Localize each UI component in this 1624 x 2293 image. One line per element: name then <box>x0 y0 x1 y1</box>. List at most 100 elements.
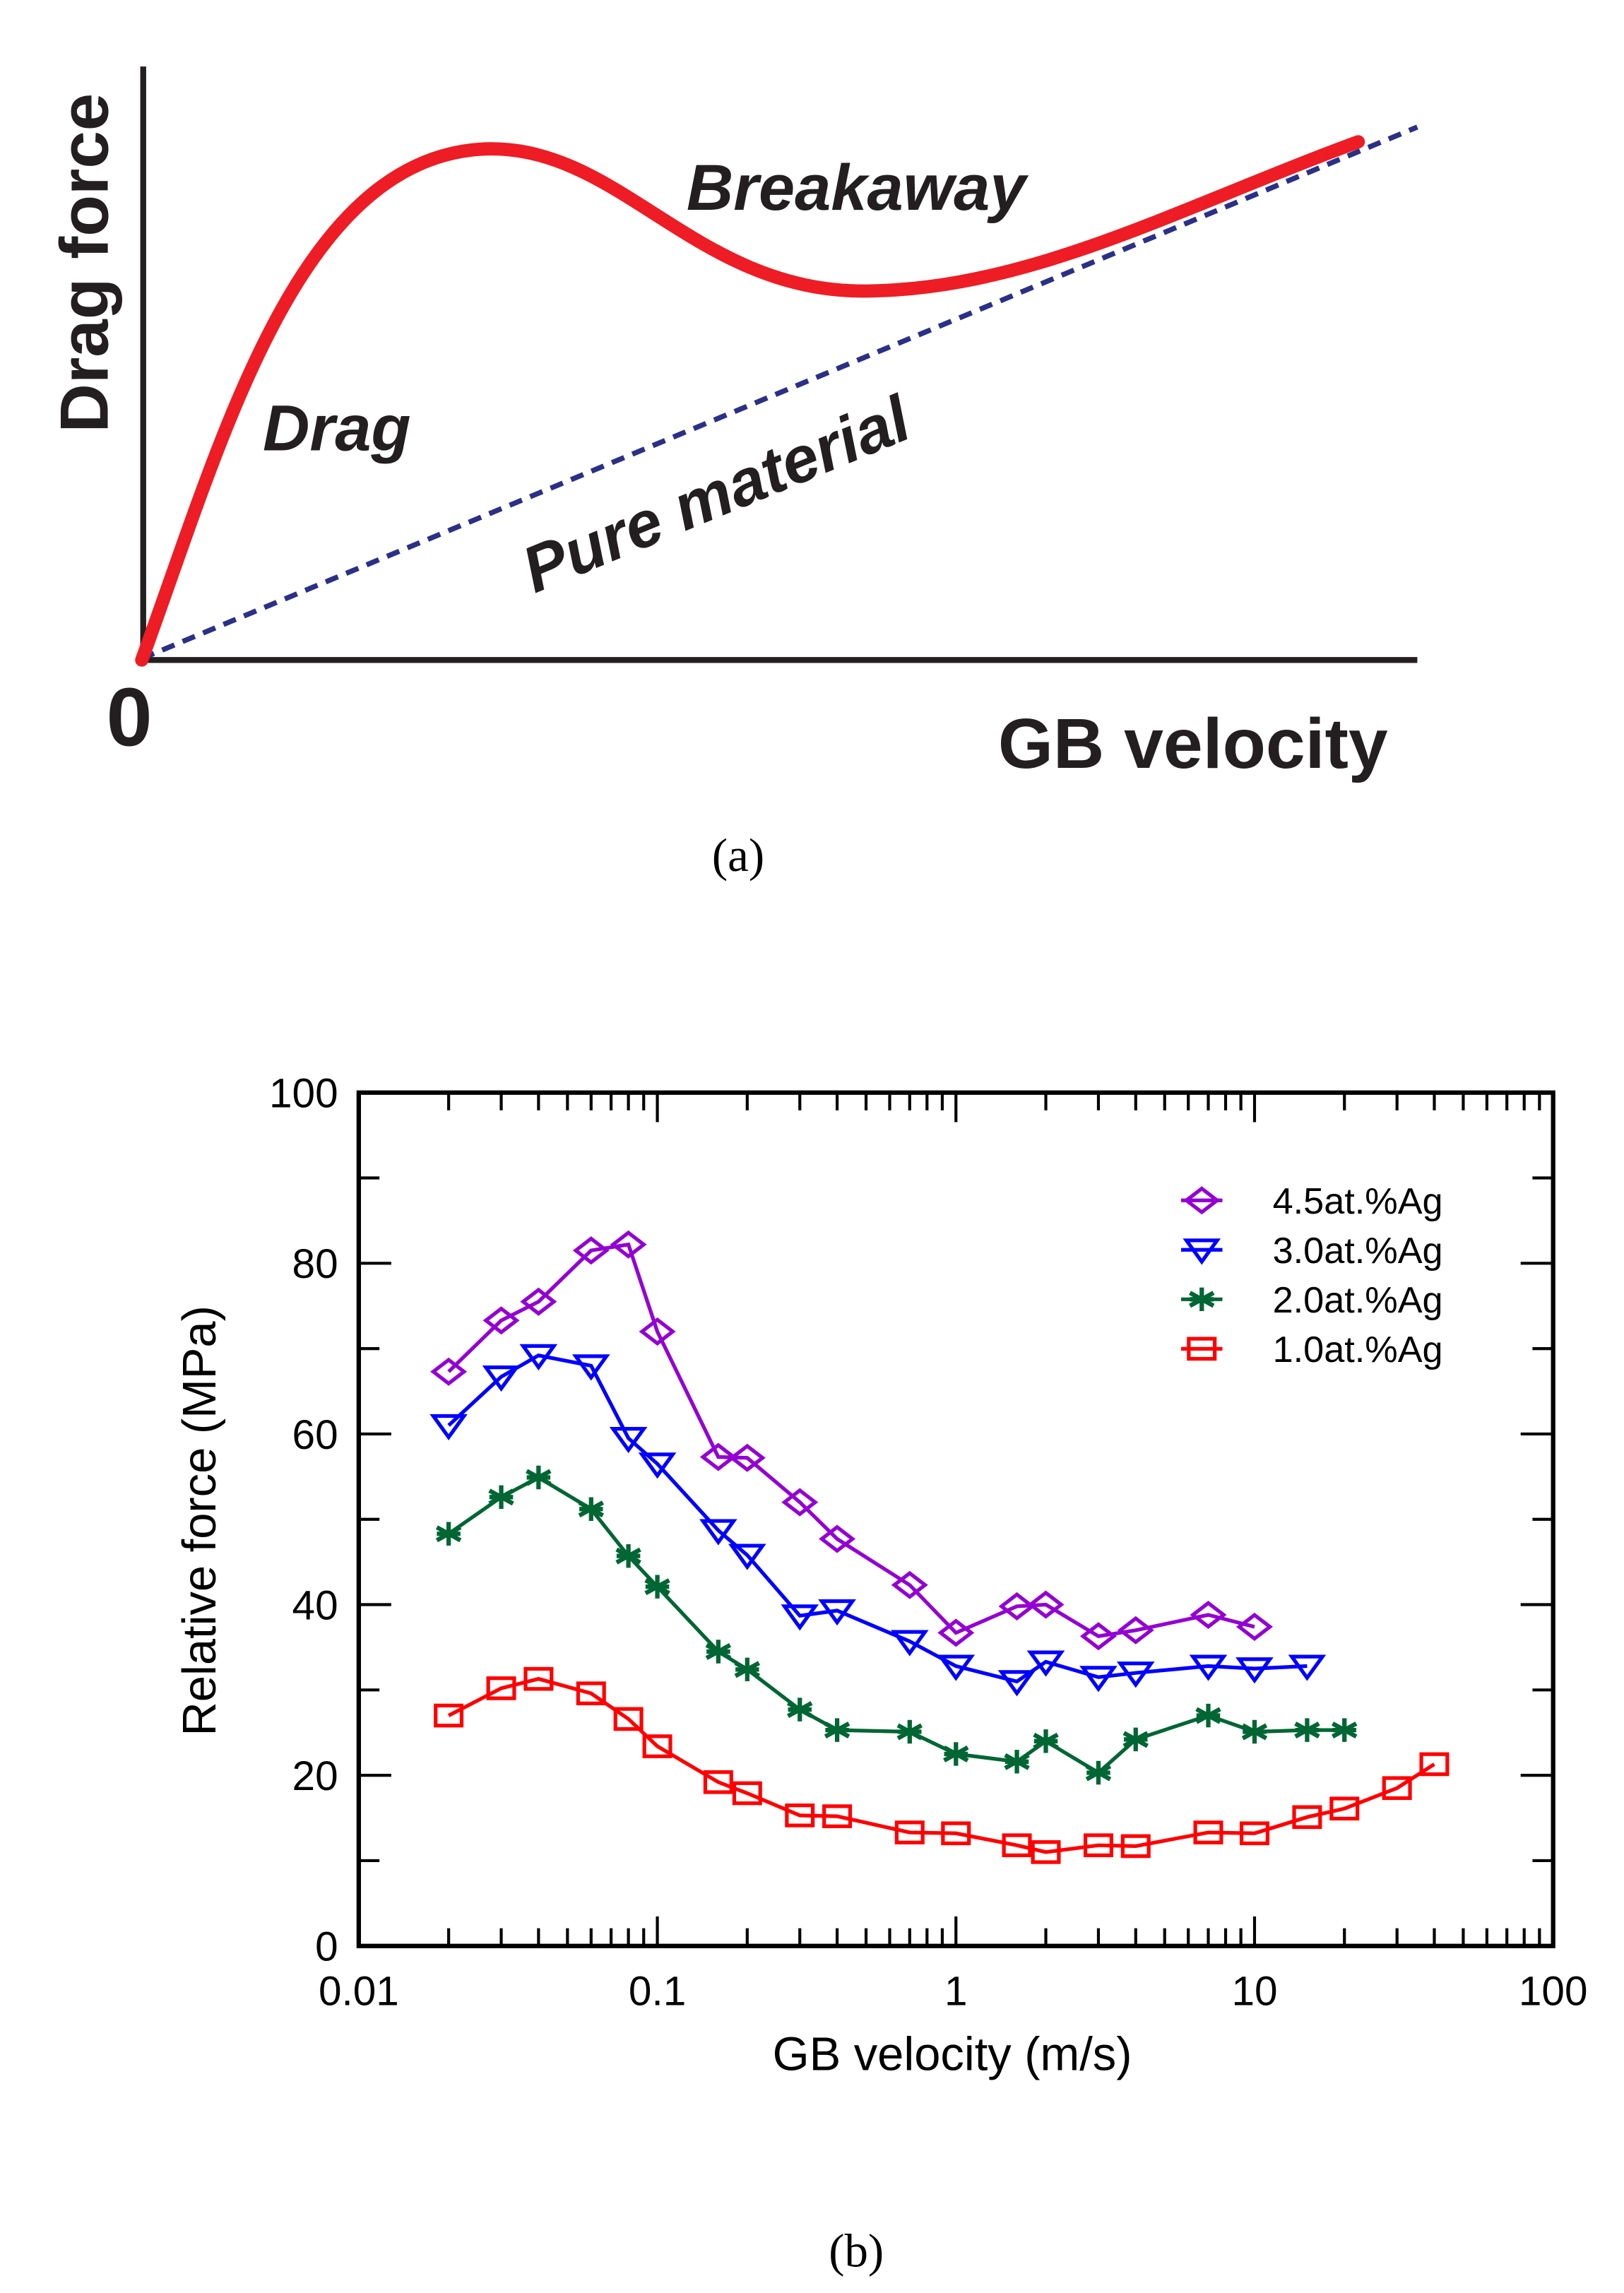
series-layer <box>429 1230 1450 1864</box>
x-tick-label: 0.01 <box>319 1968 399 2014</box>
x-axis-label: GB velocity (m/s) <box>773 2027 1132 2080</box>
triangle-marker <box>1288 1654 1327 1681</box>
asterisk-marker <box>644 1575 670 1599</box>
legend-item: 2.0at.%Ag <box>1181 1280 1443 1321</box>
asterisk-marker <box>787 1697 813 1722</box>
series-line <box>447 1676 1435 1854</box>
legend-label: 2.0at.%Ag <box>1273 1280 1443 1321</box>
asterisk-marker <box>435 1522 462 1546</box>
series-line <box>447 1475 1345 1775</box>
diamond-marker <box>520 1287 557 1316</box>
asterisk-marker <box>824 1718 850 1742</box>
origin-label: 0 <box>106 671 152 764</box>
asterisk-marker <box>896 1719 923 1744</box>
panel-a-caption: (a) <box>712 829 764 882</box>
x-tick-label: 10 <box>1231 1968 1277 2014</box>
asterisk-marker <box>1189 1287 1215 1312</box>
asterisk-marker <box>943 1742 969 1766</box>
legend-item: 4.5at.%Ag <box>1181 1181 1443 1222</box>
triangle-marker <box>519 1344 558 1370</box>
asterisk-marker <box>1241 1719 1268 1744</box>
breakaway-curve <box>135 135 1365 667</box>
asterisk-marker <box>1004 1750 1030 1774</box>
asterisk-marker <box>1085 1760 1112 1785</box>
pure-material-line <box>141 124 1418 661</box>
panel-b-caption: (b) <box>829 2224 884 2277</box>
legend-item: 1.0at.%Ag <box>1181 1329 1443 1370</box>
y-tick-label: 100 <box>269 1071 338 1117</box>
triangle-marker <box>781 1604 819 1631</box>
square-marker <box>1239 1821 1269 1846</box>
square-marker <box>1329 1796 1360 1821</box>
series-line <box>447 1353 1308 1684</box>
square-marker <box>1382 1776 1412 1801</box>
legend: 4.5at.%Ag 3.0at.%Ag 2.0at.%Ag 1.0at.%Ag <box>1181 1181 1443 1370</box>
square-marker <box>613 1707 644 1731</box>
diamond-marker <box>891 1570 928 1599</box>
square-marker <box>1419 1752 1450 1777</box>
square-marker <box>703 1770 733 1794</box>
triangle-marker <box>1079 1666 1118 1693</box>
square-marker <box>1187 1337 1217 1361</box>
square-marker <box>576 1681 606 1705</box>
y-tick-label: 20 <box>292 1753 338 1799</box>
asterisk-marker <box>1294 1718 1320 1742</box>
square-marker <box>732 1781 762 1806</box>
asterisk-marker <box>615 1544 641 1568</box>
x-tick-label: 1 <box>944 1968 968 2014</box>
asterisk-marker <box>526 1465 552 1490</box>
asterisk-marker <box>734 1657 761 1682</box>
diamond-marker <box>1117 1616 1154 1645</box>
pure-material-annotation: Pure material <box>512 382 922 607</box>
triangle-marker <box>818 1599 856 1626</box>
drag-annotation: Drag <box>263 393 411 465</box>
breakaway-annotation: Breakaway <box>687 152 1029 224</box>
diamond-marker <box>639 1317 676 1346</box>
diamond-marker <box>998 1592 1036 1620</box>
panel-a-ylabel: Drag force <box>47 93 123 433</box>
diamond-marker <box>572 1236 610 1265</box>
square-marker <box>1002 1833 1032 1858</box>
square-marker <box>486 1676 516 1700</box>
y-tick-label: 40 <box>292 1582 338 1628</box>
diamond-marker <box>1235 1612 1273 1641</box>
y-axis-label: Relative force (MPa) <box>173 1305 226 1736</box>
triangle-marker <box>1026 1650 1065 1677</box>
triangle-marker <box>728 1544 766 1570</box>
asterisk-marker <box>1122 1727 1149 1752</box>
triangle-marker <box>482 1365 521 1392</box>
diamond-marker <box>430 1357 468 1386</box>
panel-a-xlabel: GB velocity <box>998 704 1388 783</box>
asterisk-marker <box>578 1497 605 1521</box>
square-marker <box>1083 1833 1113 1858</box>
square-marker <box>1120 1834 1151 1859</box>
y-tick-label: 0 <box>315 1924 338 1970</box>
triangle-marker <box>609 1426 648 1454</box>
asterisk-marker <box>1033 1729 1059 1753</box>
diamond-marker <box>1190 1601 1227 1630</box>
square-marker <box>1031 1840 1061 1864</box>
triangle-marker <box>571 1354 610 1381</box>
series-diamond <box>430 1230 1273 1651</box>
asterisk-marker <box>1331 1718 1358 1742</box>
diamond-marker <box>728 1443 766 1472</box>
legend-label: 4.5at.%Ag <box>1273 1181 1443 1222</box>
triangle-marker <box>1235 1657 1274 1684</box>
diamond-marker <box>610 1230 647 1259</box>
series-asterisk <box>435 1465 1358 1785</box>
x-tick-label: 0.1 <box>629 1968 686 2014</box>
square-marker <box>434 1703 464 1728</box>
triangle-marker <box>890 1630 929 1657</box>
diamond-marker <box>699 1442 737 1471</box>
diamond-marker <box>1079 1622 1117 1651</box>
legend-label: 3.0at.%Ag <box>1273 1231 1443 1272</box>
triangle-marker <box>997 1670 1036 1697</box>
square-marker <box>822 1804 853 1828</box>
square-marker <box>642 1734 672 1758</box>
y-tick-label: 80 <box>292 1241 338 1287</box>
asterisk-marker <box>488 1485 514 1510</box>
panel-a: Drag force Drag Breakaway Pure material … <box>47 66 1418 882</box>
triangle-marker <box>1183 1238 1221 1265</box>
square-marker <box>894 1820 925 1844</box>
